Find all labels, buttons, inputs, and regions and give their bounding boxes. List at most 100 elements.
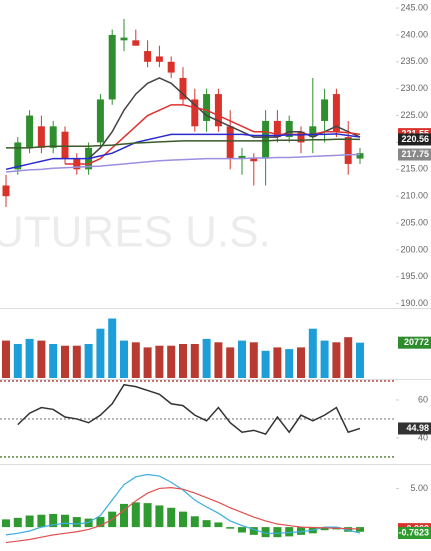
histogram-bar <box>344 527 353 532</box>
histogram-bar <box>2 519 10 528</box>
histogram-bar <box>37 514 46 528</box>
histogram-bar <box>297 527 305 535</box>
volume-bar <box>84 344 93 378</box>
candle-body <box>2 185 10 197</box>
volume-bar <box>2 340 10 378</box>
histogram-bar <box>261 527 270 538</box>
candle-body <box>356 153 364 159</box>
candle-body <box>49 126 57 148</box>
volume-bar <box>238 340 246 378</box>
value-tag <box>398 133 431 146</box>
volume-bar <box>308 328 317 378</box>
candle-body <box>120 37 128 41</box>
y-tick-label: 60 <box>418 394 428 404</box>
line <box>5 487 361 544</box>
value-tag-label: 220.56 <box>401 134 429 144</box>
candle-body <box>285 120 293 138</box>
candle-body <box>226 126 234 159</box>
candle-body <box>37 126 45 148</box>
volume-bar <box>297 347 305 378</box>
volume-bar <box>320 340 329 378</box>
candle-body <box>250 158 258 162</box>
candle-body <box>262 120 270 159</box>
volume-bar <box>72 345 81 378</box>
value-tag <box>398 422 431 435</box>
volume-bar <box>25 338 34 378</box>
y-tick-label: 235.00 <box>400 56 428 66</box>
candle-body <box>61 131 69 159</box>
candle-body <box>309 126 317 138</box>
histogram-bar <box>143 503 152 528</box>
candle-body <box>321 99 329 121</box>
y-tick-label: 245.00 <box>400 2 428 12</box>
candle-body <box>238 155 246 159</box>
volume-bar <box>49 344 58 378</box>
histogram-bar <box>238 527 246 533</box>
histogram-bar <box>120 503 128 528</box>
line <box>5 133 361 171</box>
histogram-bar <box>167 507 176 528</box>
candle-body <box>108 34 116 100</box>
value-tag-label: 20772 <box>404 337 429 347</box>
volume-bar <box>167 345 176 378</box>
value-tag-label: 44.98 <box>406 423 429 433</box>
volume-bar <box>13 344 22 378</box>
y-tick-label: 225.00 <box>400 110 428 120</box>
candle-body <box>96 99 104 143</box>
value-tag-label: -0.7623 <box>398 527 429 537</box>
y-tick-label: 205.00 <box>400 217 428 227</box>
line <box>17 383 361 436</box>
volume-bar <box>96 328 105 378</box>
volume-bar <box>273 347 282 378</box>
histogram-bar <box>49 513 58 528</box>
y-tick-label: 215.00 <box>400 164 428 174</box>
volume-bar <box>285 349 294 378</box>
candle-body <box>297 131 305 143</box>
volume-bar <box>61 345 69 378</box>
line <box>5 153 361 173</box>
candle-body <box>332 94 340 132</box>
volume-bar <box>261 350 270 378</box>
value-tag <box>398 336 431 349</box>
histogram-bar <box>155 505 164 528</box>
candle-body <box>344 137 352 164</box>
histogram-bar <box>356 527 364 532</box>
y-tick-label: 200.00 <box>400 244 428 254</box>
volume-bar <box>37 340 46 378</box>
volume-bar <box>179 344 187 378</box>
histogram-bar <box>202 520 211 528</box>
candle-body <box>214 94 222 127</box>
histogram-bar <box>285 527 294 537</box>
histogram-bar <box>13 517 22 528</box>
y-tick-label: 190.00 <box>400 298 428 308</box>
histogram-bar <box>226 527 235 529</box>
volume-bar <box>214 342 223 378</box>
candle-body <box>203 94 211 121</box>
value-tag <box>398 148 431 161</box>
candle-body <box>191 99 199 127</box>
volume-bar <box>356 342 364 378</box>
volume-bar <box>155 345 164 378</box>
y-tick-label: 230.00 <box>400 83 428 93</box>
histogram-bar <box>273 527 282 538</box>
y-tick-label: 240.00 <box>400 29 428 39</box>
value-tag <box>398 527 431 540</box>
value-tag-label: 217.75 <box>401 149 429 159</box>
line <box>6 138 361 149</box>
y-tick-label: 195.00 <box>400 271 428 281</box>
histogram-bar <box>320 527 329 531</box>
candle-body <box>167 61 175 73</box>
volume-bar <box>131 342 140 378</box>
line <box>88 77 361 160</box>
volume-bar <box>190 344 199 378</box>
histogram-bar <box>190 516 199 528</box>
y-tick-label: 5.00 <box>410 483 428 493</box>
candle-body <box>26 115 34 148</box>
candle-body <box>144 51 152 62</box>
candle-body <box>132 40 140 46</box>
candle-body <box>273 120 281 138</box>
volume-bar <box>332 342 341 378</box>
line <box>5 473 361 536</box>
histogram-bar <box>61 514 69 528</box>
